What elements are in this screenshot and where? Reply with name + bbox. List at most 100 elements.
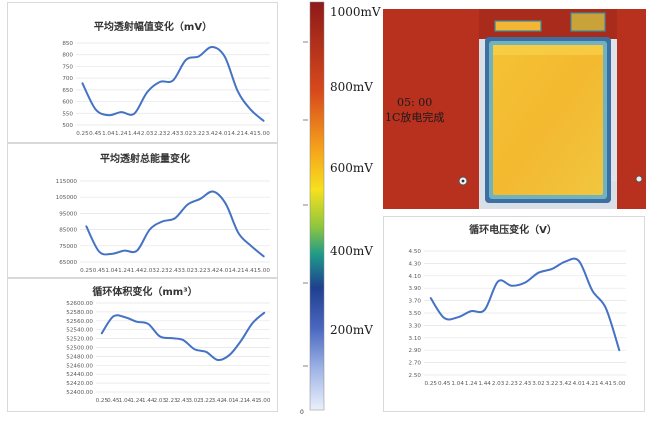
- y-tick-label: 52600.00: [66, 301, 93, 307]
- y-tick-label: 700: [62, 76, 73, 82]
- y-tick-label: 52420.00: [66, 381, 93, 387]
- series-line: [86, 191, 263, 256]
- y-tick-label: 4.50: [409, 249, 422, 255]
- x-tick-label: 1.04: [451, 381, 464, 387]
- y-tick-label: 3.50: [409, 311, 422, 317]
- y-tick-label: 4.10: [409, 274, 422, 280]
- y-tick-label: 52460.00: [66, 363, 93, 369]
- x-tick-label: 3.22: [193, 131, 205, 137]
- heatmap-time: 05: 00: [397, 96, 432, 109]
- y-tick-label: 52520.00: [66, 337, 93, 343]
- x-tick-label: 2.23: [156, 268, 169, 274]
- x-tick-label: 2.23: [505, 381, 518, 387]
- x-tick-label: 3.22: [194, 268, 206, 274]
- x-tick-label: 1.24: [115, 131, 128, 137]
- y-tick-label: 2.70: [409, 361, 422, 367]
- color-scale-bar: 0: [300, 0, 380, 418]
- x-tick-label: 3.42: [206, 131, 218, 137]
- x-tick-label: 1.04: [102, 131, 115, 137]
- x-tick-label: 2.03: [492, 381, 505, 387]
- x-tick-label: 2.43: [169, 268, 182, 274]
- x-tick-label: 0.25: [424, 381, 437, 387]
- y-tick-label: 500: [62, 123, 73, 129]
- y-tick-label: 52580.00: [66, 310, 93, 316]
- y-tick-label: 4.30: [409, 261, 422, 267]
- x-tick-label: 4.01: [218, 131, 231, 137]
- chart-svg: 循环电压变化（V）2.502.702.903.103.303.503.703.9…: [384, 217, 644, 411]
- x-tick-label: 5.00: [258, 398, 271, 404]
- x-tick-label: 4.21: [231, 131, 244, 137]
- y-tick-label: 52540.00: [66, 328, 93, 334]
- y-tick-label: 75000: [59, 244, 77, 250]
- x-tick-label: 4.01: [573, 381, 586, 387]
- y-tick-label: 2.50: [409, 373, 422, 379]
- x-tick-label: 5.00: [613, 381, 626, 387]
- x-tick-label: 2.03: [141, 131, 154, 137]
- x-tick-label: 2.03: [143, 268, 156, 274]
- series-line: [431, 259, 620, 351]
- x-tick-label: 0.45: [89, 131, 102, 137]
- x-tick-label: 3.02: [180, 131, 192, 137]
- color-scale-label-1000: 1000mV: [330, 5, 381, 19]
- chart-title: 平均透射总能量变化: [100, 152, 190, 165]
- marker-dot-right: [636, 176, 642, 182]
- color-scale-zero: 0: [300, 409, 304, 416]
- color-scale-label-400: 400mV: [330, 244, 373, 258]
- y-tick-label: 650: [62, 88, 73, 94]
- x-tick-label: 3.02: [532, 381, 544, 387]
- color-scale-ticks: [303, 42, 308, 366]
- x-tick-label: 3.22: [546, 381, 558, 387]
- tab-right: [571, 13, 605, 31]
- x-tick-label: 4.41: [245, 268, 258, 274]
- y-tick-label: 3.70: [409, 299, 422, 305]
- chart-title: 平均透射幅值变化（mV）: [94, 20, 212, 33]
- x-tick-label: 4.21: [586, 381, 599, 387]
- y-tick-label: 115000: [56, 179, 78, 185]
- series-line: [102, 313, 264, 360]
- chart-svg: 平均透射幅值变化（mV）5005506006507007508008500.25…: [8, 3, 277, 142]
- x-tick-label: 3.02: [188, 398, 200, 404]
- y-tick-label: 95000: [59, 211, 77, 217]
- y-tick-label: 85000: [59, 228, 77, 234]
- x-tick-label: 1.44: [128, 131, 141, 137]
- chart-svg: 平均透射总能量变化6500075000850009500010500011500…: [8, 144, 277, 277]
- y-tick-label: 105000: [56, 195, 78, 201]
- x-tick-label: 1.44: [478, 381, 491, 387]
- tab-left: [495, 21, 541, 31]
- series-line: [82, 47, 263, 121]
- color-scale: 0: [300, 0, 380, 418]
- x-tick-label: 1.44: [131, 268, 144, 274]
- x-tick-label: 0.45: [93, 268, 106, 274]
- y-tick-label: 550: [62, 111, 73, 117]
- y-tick-label: 750: [62, 64, 73, 70]
- x-tick-label: 1.24: [118, 268, 131, 274]
- x-tick-label: 2.43: [167, 131, 180, 137]
- x-tick-label: 3.02: [181, 268, 193, 274]
- x-tick-label: 4.01: [219, 268, 232, 274]
- y-tick-label: 52440.00: [66, 372, 93, 378]
- heatmap-image: 05: 00 1C放电完成: [383, 9, 646, 209]
- x-tick-label: 2.23: [154, 131, 167, 137]
- x-tick-label: 4.41: [244, 131, 257, 137]
- x-tick-label: 3.42: [212, 398, 224, 404]
- chart-svg: 循环体积变化（mm³）52400.0052420.0052440.0052460…: [8, 279, 277, 411]
- y-tick-label: 800: [62, 53, 73, 59]
- y-tick-label: 3.90: [409, 286, 422, 292]
- y-tick-label: 3.30: [409, 323, 422, 329]
- x-tick-label: 5.00: [257, 131, 270, 137]
- x-tick-label: 1.24: [465, 381, 478, 387]
- y-tick-label: 3.10: [409, 336, 422, 342]
- y-tick-label: 52400.00: [66, 390, 93, 396]
- color-scale-label-800: 800mV: [330, 80, 373, 94]
- x-tick-label: 0.25: [76, 131, 89, 137]
- x-tick-label: 2.43: [519, 381, 532, 387]
- heatmap-status: 1C放电完成: [385, 109, 444, 125]
- x-tick-label: 4.41: [600, 381, 613, 387]
- x-tick-label: 0.45: [438, 381, 451, 387]
- y-tick-label: 850: [62, 41, 73, 47]
- x-tick-label: 3.42: [559, 381, 571, 387]
- x-tick-label: 3.22: [200, 398, 212, 404]
